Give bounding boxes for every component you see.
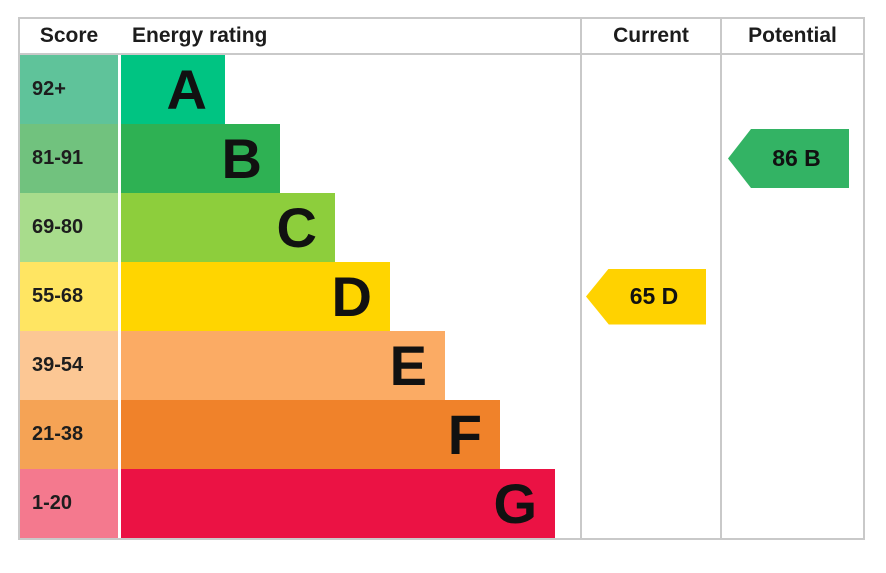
current-cell [580,469,720,538]
score-cell: 69-80 [20,193,118,262]
score-range-label: 55-68 [32,285,84,307]
rating-bar-f: F [121,400,500,469]
current-cell [580,55,720,124]
potential-rating-label: 86 B [772,145,821,171]
score-range-label: 21-38 [32,423,84,445]
score-range-label: 39-54 [32,354,84,376]
score-cell: 1-20 [20,469,118,538]
score-cell: 39-54 [20,331,118,400]
band-letter: C [276,195,317,259]
score-cell: 21-38 [20,400,118,469]
rating-cell: F [118,400,580,469]
epc-rating-chart: Score Energy rating Current Potential 92… [18,17,865,540]
rating-bar-a: A [121,55,225,124]
potential-cell [720,55,863,124]
potential-cell: 86 B [720,124,863,193]
current-rating-arrow: 65 D [586,268,706,325]
score-cell: 92+ [20,55,118,124]
current-cell [580,400,720,469]
energy-rating-column-header: Energy rating [132,24,268,47]
potential-cell [720,331,863,400]
current-column-header: Current [580,19,720,53]
current-cell [580,331,720,400]
score-cell: 81-91 [20,124,118,193]
rating-cell: A [118,55,580,124]
score-range-label: 92+ [32,78,66,100]
rating-bar-b: B [121,124,280,193]
band-row-b: 81-91 B 86 B [20,124,863,193]
rating-cell: D [118,262,580,331]
potential-cell [720,469,863,538]
rating-cell: E [118,331,580,400]
rating-cell: G [118,469,580,538]
band-letter: G [493,471,537,535]
rating-bar-d: D [121,262,390,331]
band-row-e: 39-54 E [20,331,863,400]
potential-column-header: Potential [720,19,863,53]
rating-bar-e: E [121,331,445,400]
band-row-d: 55-68 D 65 D [20,262,863,331]
score-column-header: Score [39,24,99,47]
band-row-f: 21-38 F [20,400,863,469]
band-letter: A [166,57,207,121]
band-letter: B [221,126,262,190]
rating-bar-g: G [121,469,555,538]
potential-cell [720,400,863,469]
rating-cell: C [118,193,580,262]
band-letter: D [331,264,372,328]
current-cell: 65 D [580,262,720,331]
chart-header-row: Score Energy rating Current Potential [20,19,863,55]
band-row-g: 1-20 G [20,469,863,538]
score-cell: 55-68 [20,262,118,331]
current-cell [580,124,720,193]
band-letter: F [447,402,482,466]
potential-cell [720,193,863,262]
score-range-label: 81-91 [32,147,84,169]
current-rating-label: 65 D [629,283,679,309]
score-range-label: 1-20 [32,492,73,514]
band-letter: E [389,333,427,397]
rating-bar-c: C [121,193,335,262]
band-row-c: 69-80 C [20,193,863,262]
band-row-a: 92+ A [20,55,863,124]
rating-cell: B [118,124,580,193]
potential-rating-arrow: 86 B [728,129,849,188]
score-range-label: 69-80 [32,216,84,238]
current-cell [580,193,720,262]
potential-cell [720,262,863,331]
